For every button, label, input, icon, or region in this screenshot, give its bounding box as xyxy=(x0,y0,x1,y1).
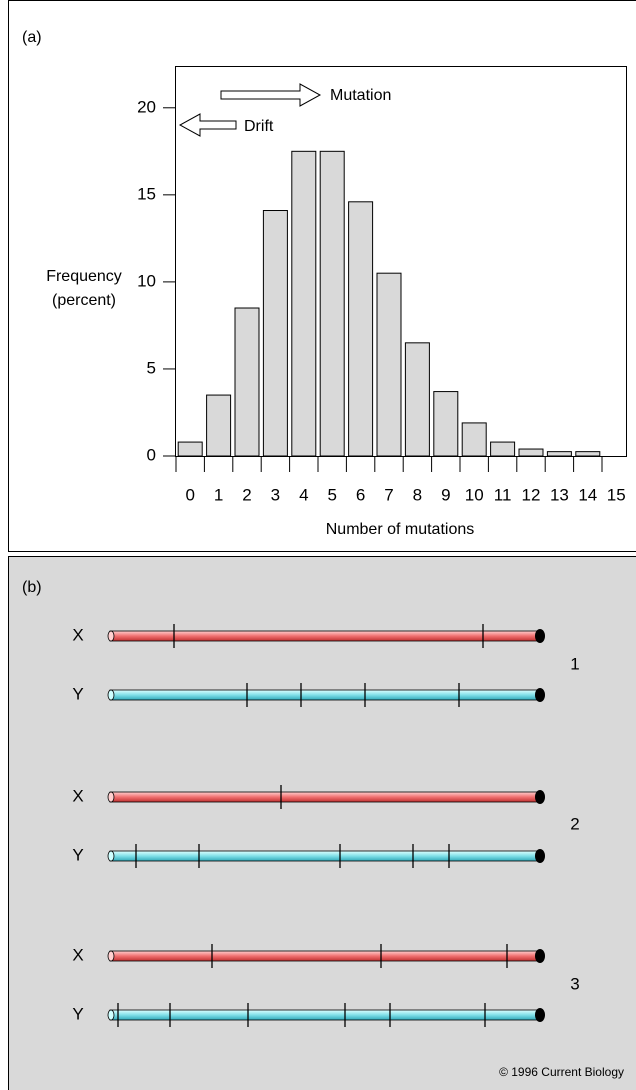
y-tick-label: 10 xyxy=(137,271,156,290)
bar xyxy=(575,451,601,457)
bar xyxy=(291,150,317,457)
pair-number: 3 xyxy=(570,974,579,993)
x-tick-label: 11 xyxy=(494,485,512,504)
centromere xyxy=(535,949,545,963)
drift-arrow xyxy=(178,113,237,137)
panel-label: (a) xyxy=(22,29,42,46)
chromosome-start xyxy=(107,950,115,962)
bar xyxy=(404,342,430,457)
panel-label: (b) xyxy=(22,579,42,596)
annotation: Mutation xyxy=(330,87,391,104)
x-axis-label: Number of mutations xyxy=(326,521,475,538)
chromosome-start xyxy=(107,850,115,862)
x-tick-label: 9 xyxy=(441,485,450,504)
x-tick-label: 2 xyxy=(242,485,251,504)
x-tick-label: 15 xyxy=(607,485,626,504)
x-tick-label: 12 xyxy=(522,485,541,504)
x-tick-label: 0 xyxy=(185,485,194,504)
bar xyxy=(518,448,544,457)
bar xyxy=(461,422,487,457)
x-tick-label: 5 xyxy=(327,485,336,504)
y-tick-label: 5 xyxy=(147,358,156,377)
chromosome-label: Y xyxy=(72,845,83,864)
chromosome-start xyxy=(107,630,115,642)
x-tick-label: 10 xyxy=(465,485,484,504)
bar xyxy=(546,451,572,457)
chromosome-label: Y xyxy=(72,1004,83,1023)
chromosome-label: X xyxy=(72,786,83,805)
copyright: © 1996 Current Biology xyxy=(499,1065,624,1079)
bar xyxy=(348,201,374,457)
x-tick-label: 4 xyxy=(299,485,308,504)
y-tick-label: 20 xyxy=(137,97,156,116)
chromosome-start xyxy=(107,1009,115,1021)
x-tick-label: 6 xyxy=(356,485,365,504)
chromosome-label: X xyxy=(72,945,83,964)
annotation: Drift xyxy=(244,118,274,135)
bar xyxy=(262,210,288,457)
x-tick-label: 13 xyxy=(550,485,569,504)
bar xyxy=(319,150,345,457)
bar xyxy=(234,307,260,457)
chromosome-label: Y xyxy=(72,684,83,703)
y-tick-label: 0 xyxy=(147,445,156,464)
chromosome xyxy=(109,850,541,862)
x-tick-label: 14 xyxy=(578,485,597,504)
centromere xyxy=(535,849,545,863)
panel-b-frame xyxy=(8,556,636,1090)
chromosome xyxy=(109,1009,541,1021)
centromere xyxy=(535,790,545,804)
chromosome-label: X xyxy=(72,625,83,644)
bar xyxy=(177,441,203,457)
x-tick-label: 8 xyxy=(413,485,422,504)
pair-number: 1 xyxy=(570,654,579,673)
y-axis-label: (percent) xyxy=(52,292,116,309)
y-tick-label: 15 xyxy=(137,184,156,203)
chromosome-start xyxy=(107,791,115,803)
chromosome xyxy=(109,791,541,803)
chromosome xyxy=(109,950,541,962)
x-tick-label: 7 xyxy=(384,485,393,504)
chromosome xyxy=(109,689,541,701)
bar xyxy=(206,394,232,457)
pair-number: 2 xyxy=(570,814,579,833)
y-axis-label: Frequency xyxy=(46,268,122,285)
x-tick-label: 3 xyxy=(271,485,280,504)
bar xyxy=(490,441,516,457)
centromere xyxy=(535,1008,545,1022)
x-tick-label: 1 xyxy=(214,485,223,504)
centromere xyxy=(535,688,545,702)
centromere xyxy=(535,629,545,643)
mutation-arrow xyxy=(220,83,322,107)
bar xyxy=(433,391,459,457)
chromosome-start xyxy=(107,689,115,701)
bar xyxy=(376,272,402,457)
